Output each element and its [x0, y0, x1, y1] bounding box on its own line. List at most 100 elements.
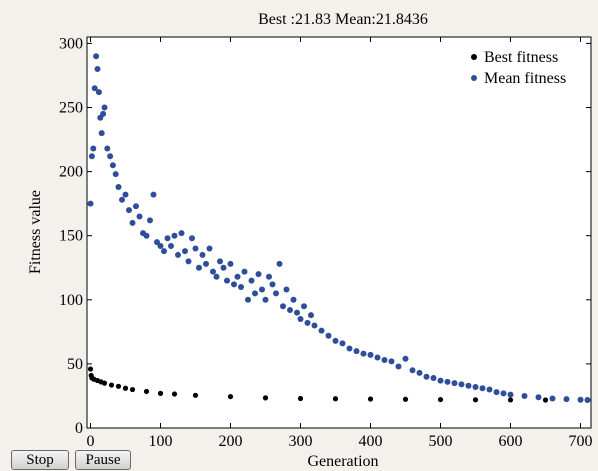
best-fitness-point	[297, 395, 304, 402]
mean-fitness-point	[549, 395, 556, 402]
stop-button[interactable]: Stop	[11, 450, 69, 470]
mean-fitness-point	[168, 242, 174, 249]
mean-fitness-point	[252, 290, 258, 297]
mean-fitness-point	[486, 386, 493, 393]
mean-fitness-point	[126, 207, 132, 214]
mean-fitness-point	[304, 319, 311, 326]
mean-fitness-point	[175, 251, 181, 258]
pause-button[interactable]: Pause	[75, 450, 131, 470]
y-tick-label: 0	[75, 420, 83, 437]
mean-fitness-point	[423, 373, 430, 380]
best-fitness-point	[437, 396, 444, 403]
mean-fitness-point	[122, 191, 129, 198]
mean-fitness-point	[206, 245, 213, 252]
mean-fitness-point	[262, 296, 269, 303]
mean-fitness-point	[171, 232, 178, 239]
y-tick-label: 200	[59, 164, 83, 181]
mean-fitness-point	[311, 322, 318, 329]
x-tick-label: 0	[87, 433, 95, 450]
mean-fitness-point	[353, 348, 360, 355]
mean-fitness-point	[241, 268, 248, 275]
chart-title: Best :21.83 Mean:21.8436	[258, 11, 428, 28]
legend-label-mean: Mean fitness	[484, 70, 566, 87]
y-tick-label: 300	[59, 35, 83, 52]
best-fitness-point	[129, 386, 136, 393]
mean-fitness-series	[87, 53, 591, 404]
mean-fitness-point	[220, 264, 227, 271]
mean-fitness-point	[416, 369, 423, 376]
best-fitness-point	[542, 397, 549, 403]
mean-fitness-point	[217, 258, 223, 265]
best-fitness-point	[115, 383, 122, 389]
best-fitness-point	[332, 396, 339, 402]
best-fitness-point	[472, 397, 479, 403]
mean-fitness-point	[136, 213, 143, 220]
x-tick-label: 600	[499, 433, 523, 450]
mean-fitness-point	[381, 357, 388, 364]
mean-fitness-point	[360, 350, 367, 357]
mean-fitness-point	[269, 281, 276, 288]
y-tick-label: 150	[59, 228, 83, 245]
mean-fitness-point	[143, 232, 150, 239]
x-tick-label: 500	[429, 433, 453, 450]
best-fitness-point	[87, 366, 94, 372]
mean-fitness-point	[107, 153, 114, 160]
mean-fitness-point	[119, 196, 125, 203]
best-fitness-point	[101, 380, 108, 386]
mean-fitness-point	[346, 345, 353, 352]
mean-fitness-point	[290, 296, 297, 303]
mean-fitness-point	[199, 251, 206, 258]
mean-fitness-point	[94, 66, 101, 73]
legend: Best fitness Mean fitness	[471, 49, 566, 87]
mean-fitness-point	[308, 312, 314, 319]
mean-fitness-point	[402, 355, 409, 362]
mean-fitness-point	[227, 260, 234, 267]
x-tick-label: 300	[289, 433, 313, 450]
best-fitness-point	[367, 396, 374, 402]
mean-fitness-point	[93, 53, 100, 60]
mean-fitness-point	[395, 363, 402, 370]
mean-fitness-point	[87, 200, 94, 207]
plot-area	[86, 36, 592, 429]
y-tick-label: 250	[59, 100, 83, 117]
mean-fitness-point	[133, 203, 139, 210]
mean-fitness-point	[283, 286, 290, 293]
mean-fitness-point	[210, 268, 216, 275]
series-layer	[87, 53, 591, 404]
mean-fitness-point	[161, 248, 167, 255]
best-fitness-point	[402, 396, 409, 402]
x-tick-label: 400	[359, 433, 383, 450]
x-axis-label: Generation	[307, 453, 378, 470]
mean-fitness-point	[192, 245, 199, 252]
mean-fitness-point	[465, 382, 472, 389]
mean-fitness-point	[325, 332, 332, 339]
mean-fitness-point	[259, 286, 265, 293]
legend-label-best: Best fitness	[484, 49, 558, 66]
mean-fitness-point	[104, 145, 111, 152]
mean-fitness-point	[563, 396, 570, 403]
mean-fitness-point	[367, 351, 374, 358]
best-fitness-point	[262, 395, 269, 401]
mean-fitness-point	[90, 145, 97, 152]
mean-fitness-point	[234, 273, 241, 280]
mean-fitness-point	[577, 396, 584, 403]
best-fitness-point	[122, 385, 129, 391]
best-fitness-series	[87, 366, 591, 403]
x-tick-label: 700	[569, 433, 593, 450]
mean-fitness-point	[196, 264, 202, 271]
x-tick-label: 200	[219, 433, 243, 450]
legend-marker-best	[471, 54, 477, 60]
mean-fitness-point	[332, 337, 339, 344]
mean-fitness-point	[157, 242, 164, 249]
mean-fitness-point	[129, 219, 136, 226]
mean-fitness-point	[266, 273, 272, 280]
mean-fitness-point	[388, 358, 395, 365]
mean-fitness-point	[294, 309, 300, 316]
best-fitness-point	[171, 391, 178, 397]
mean-fitness-point	[535, 394, 542, 401]
mean-fitness-point	[458, 381, 465, 388]
mean-fitness-point	[203, 260, 209, 267]
mean-fitness-point	[95, 89, 102, 96]
legend-marker-mean	[471, 75, 477, 81]
